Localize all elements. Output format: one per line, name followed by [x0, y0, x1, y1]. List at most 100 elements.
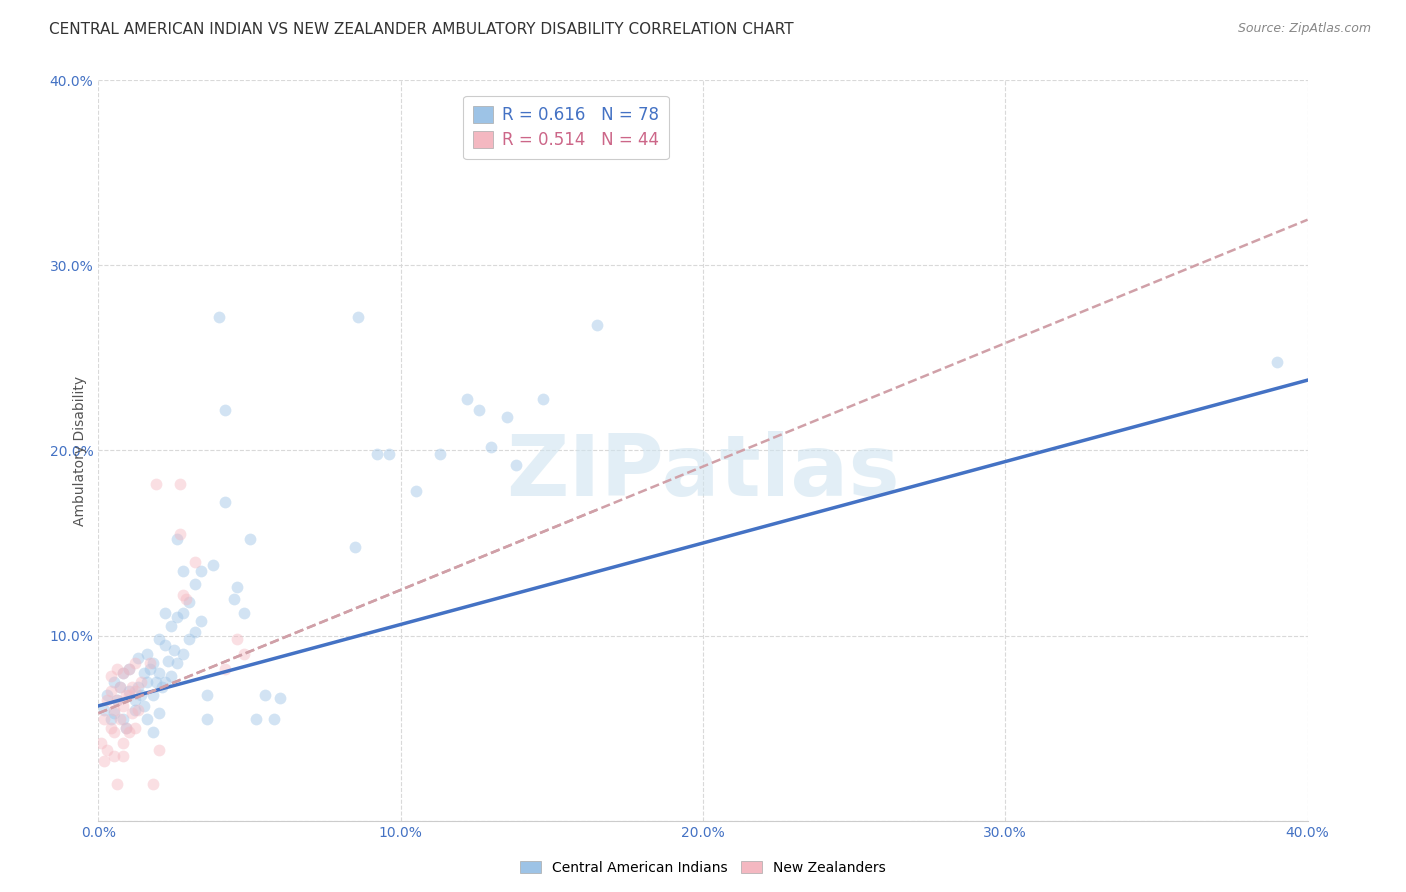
Point [111, 748, 134, 763]
Point [377, 447, 399, 461]
Point [135, 712, 157, 726]
Point [111, 736, 134, 750]
Point [226, 581, 249, 595]
Point [153, 638, 176, 652]
Point [129, 688, 152, 702]
Point [124, 693, 146, 707]
Point [135, 647, 157, 661]
Point [174, 591, 197, 606]
Legend: R = 0.616   N = 78, R = 0.514   N = 44: R = 0.616 N = 78, R = 0.514 N = 44 [464, 96, 669, 159]
Point [344, 540, 367, 554]
Point [224, 591, 246, 606]
Point [124, 703, 146, 717]
Point [118, 662, 141, 676]
Point [214, 402, 236, 417]
Point [111, 665, 134, 680]
Point [103, 748, 125, 763]
Point [132, 665, 155, 680]
Point [118, 684, 141, 698]
Point [456, 392, 478, 406]
Point [103, 674, 125, 689]
Point [160, 669, 183, 683]
Point [148, 632, 170, 647]
Point [214, 662, 236, 676]
Point [127, 681, 149, 695]
Point [172, 588, 194, 602]
Point [184, 624, 207, 639]
Point [93, 755, 115, 769]
Point [190, 614, 212, 628]
Point [239, 533, 262, 547]
Point [347, 310, 370, 325]
Point [172, 647, 194, 661]
Point [169, 476, 191, 491]
Point [226, 632, 249, 647]
Point [269, 691, 291, 706]
Point [195, 688, 218, 702]
Point [105, 662, 128, 676]
Point [108, 681, 131, 695]
Point [111, 712, 134, 726]
Point [100, 721, 122, 735]
Point [586, 318, 609, 332]
Point [172, 564, 194, 578]
Point [118, 662, 141, 676]
Point [202, 558, 225, 573]
Point [148, 743, 170, 757]
Point [245, 712, 267, 726]
Text: Source: ZipAtlas.com: Source: ZipAtlas.com [1237, 22, 1371, 36]
Point [495, 410, 517, 425]
Point [118, 724, 141, 739]
Point [135, 674, 157, 689]
Point [166, 610, 188, 624]
Point [105, 693, 128, 707]
Point [150, 681, 173, 695]
Point [105, 693, 128, 707]
Point [103, 724, 125, 739]
Point [166, 533, 188, 547]
Point [108, 712, 131, 726]
Point [232, 607, 254, 621]
Point [114, 688, 136, 702]
Point [108, 681, 131, 695]
Point [96, 688, 118, 702]
Point [172, 607, 194, 621]
Text: ZIPatlas: ZIPatlas [506, 431, 900, 514]
Point [184, 576, 207, 591]
Point [169, 526, 191, 541]
Point [253, 688, 276, 702]
Point [163, 643, 186, 657]
Point [366, 447, 388, 461]
Text: CENTRAL AMERICAN INDIAN VS NEW ZEALANDER AMBULATORY DISABILITY CORRELATION CHART: CENTRAL AMERICAN INDIAN VS NEW ZEALANDER… [49, 22, 794, 37]
Point [129, 674, 152, 689]
Point [160, 619, 183, 633]
Point [1267, 354, 1289, 368]
Point [145, 674, 167, 689]
Point [96, 693, 118, 707]
Point [142, 688, 165, 702]
Point [148, 706, 170, 721]
Point [429, 447, 451, 461]
Point [156, 655, 179, 669]
Point [142, 724, 165, 739]
Point [179, 632, 201, 647]
Point [153, 674, 176, 689]
Point [114, 721, 136, 735]
Point [124, 657, 146, 671]
Point [124, 684, 146, 698]
Point [93, 703, 115, 717]
Point [124, 721, 146, 735]
Point [121, 681, 143, 695]
Point [531, 392, 554, 406]
Point [145, 476, 167, 491]
Point [111, 698, 134, 713]
Point [100, 684, 122, 698]
Point [232, 647, 254, 661]
Point [142, 776, 165, 791]
Point [93, 712, 115, 726]
Point [214, 495, 236, 509]
Point [103, 706, 125, 721]
Point [100, 669, 122, 683]
Point [142, 657, 165, 671]
Point [139, 657, 162, 671]
